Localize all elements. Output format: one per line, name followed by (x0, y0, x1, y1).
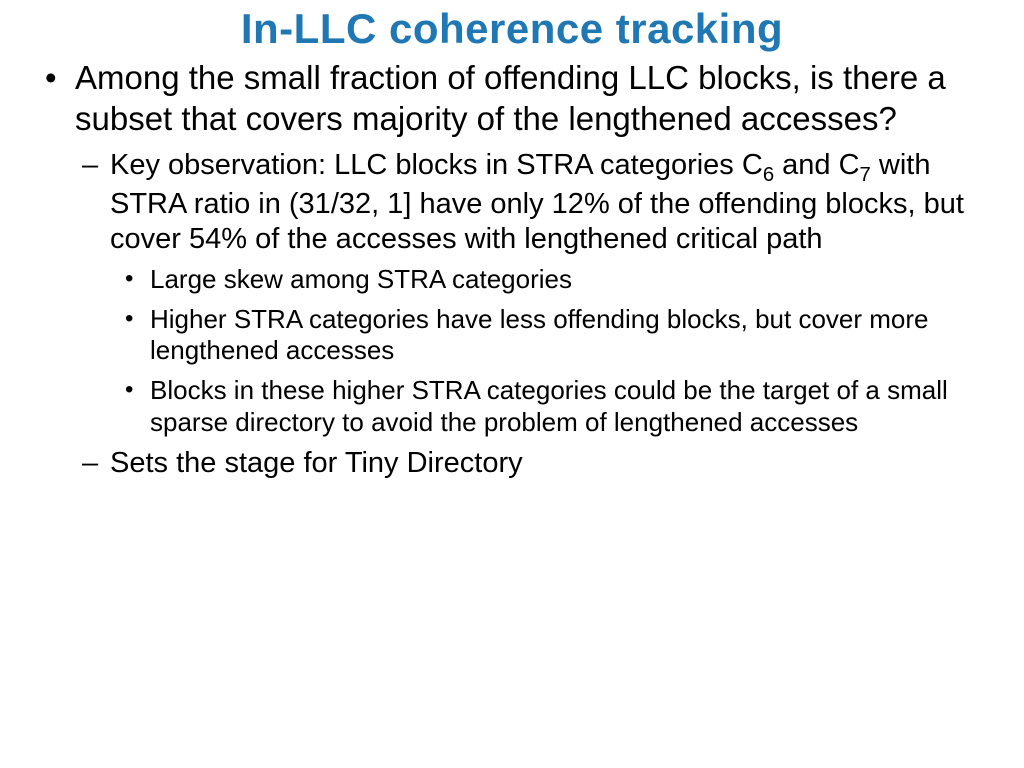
detail-skew: Large skew among STRA categories (150, 264, 999, 296)
obs-text-mid: and C (774, 149, 859, 181)
subscript-7: 7 (860, 163, 871, 185)
detail-sparse-directory: Blocks in these higher STRA categories c… (150, 375, 999, 438)
sub-bullet-observation: Key observation: LLC blocks in STRA cate… (110, 148, 999, 439)
bullet-main: Among the small fraction of offending LL… (75, 57, 999, 482)
bullet-list-level3: Large skew among STRA categories Higher … (110, 264, 999, 439)
bullet-main-text: Among the small fraction of offending LL… (75, 59, 946, 137)
bullet-list-level2: Key observation: LLC blocks in STRA cate… (75, 148, 999, 482)
subscript-6: 6 (763, 163, 774, 185)
obs-text-pre: Key observation: LLC blocks in STRA cate… (110, 149, 763, 181)
sub-bullet-tiny-directory: Sets the stage for Tiny Directory (110, 446, 999, 481)
bullet-list-level1: Among the small fraction of offending LL… (25, 57, 999, 482)
detail-higher-categories: Higher STRA categories have less offendi… (150, 304, 999, 367)
slide-title: In-LLC coherence tracking (25, 5, 999, 53)
